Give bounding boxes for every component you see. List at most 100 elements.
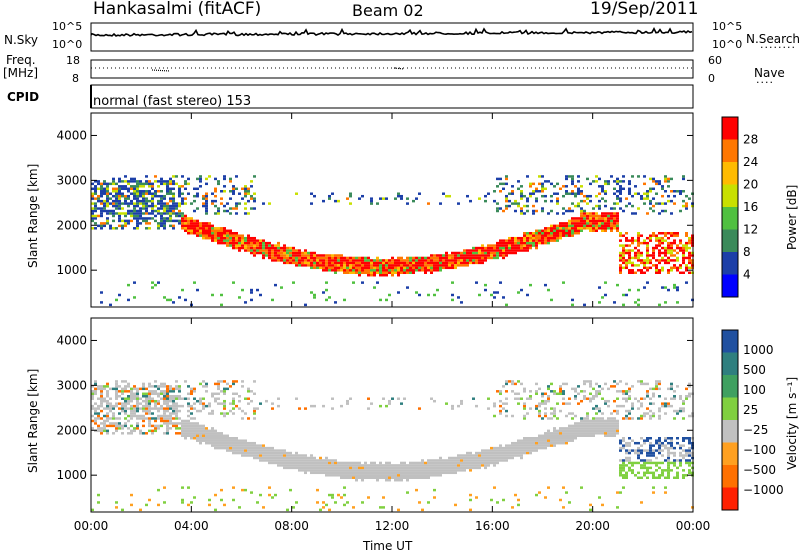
data-cell [436, 254, 439, 257]
data-cell [376, 478, 379, 482]
data-cell [136, 214, 139, 218]
data-cell [658, 441, 661, 445]
data-cell [163, 412, 166, 415]
data-cell [541, 437, 544, 440]
data-cell [376, 466, 379, 470]
data-cell [643, 266, 646, 270]
data-cell [502, 182, 505, 186]
data-cell [679, 409, 682, 413]
data-cell [178, 296, 181, 299]
data-cell [103, 199, 106, 203]
data-cell [463, 464, 466, 467]
data-cell [424, 476, 427, 479]
data-cell [589, 419, 592, 423]
data-cell [535, 444, 538, 447]
data-cell [220, 444, 223, 447]
data-cell [115, 197, 118, 200]
data-cell [115, 395, 118, 398]
data-cell [274, 283, 277, 287]
data-cell [232, 412, 235, 415]
data-cell [571, 429, 574, 433]
data-cell [574, 194, 577, 198]
data-cell [232, 192, 235, 195]
data-cell [226, 244, 229, 247]
data-cell [688, 256, 691, 260]
data-cell [631, 449, 634, 452]
data-cell [187, 192, 190, 195]
data-cell [295, 261, 298, 265]
data-cell [250, 185, 253, 188]
data-cell [235, 380, 238, 383]
data-cell [331, 259, 334, 262]
data-cell [427, 469, 430, 472]
data-cell [274, 259, 277, 262]
data-cell [565, 402, 568, 405]
data-cell [112, 407, 115, 410]
data-cell [178, 209, 181, 213]
data-cell [241, 488, 244, 492]
data-cell [397, 291, 400, 294]
data-cell [655, 441, 658, 445]
data-cell [196, 424, 199, 428]
data-cell [658, 474, 661, 477]
data-cell [664, 469, 667, 472]
data-cell [184, 229, 187, 233]
data-cell [622, 486, 625, 489]
data-cell [229, 244, 232, 247]
data-cell [547, 229, 550, 233]
data-cell [184, 432, 187, 435]
data-cell [175, 422, 178, 425]
data-cell [460, 261, 463, 265]
data-cell [442, 466, 445, 470]
data-cell [625, 239, 628, 242]
data-cell [172, 404, 175, 408]
data-cell [265, 399, 268, 403]
data-cell [577, 202, 580, 205]
data-cell [445, 469, 448, 472]
data-cell [685, 244, 688, 247]
data-cell [229, 207, 232, 210]
data-cell [628, 249, 631, 252]
data-cell [649, 441, 652, 445]
data-cell [679, 446, 682, 450]
data-cell [217, 241, 220, 245]
data-cell [133, 197, 136, 200]
data-cell [205, 229, 208, 233]
data-cell [508, 446, 511, 450]
data-cell [130, 392, 133, 396]
data-cell [292, 281, 295, 284]
data-cell [619, 471, 622, 475]
data-cell [283, 256, 286, 260]
data-cell [571, 234, 574, 237]
data-cell [154, 209, 157, 213]
data-cell [328, 474, 331, 477]
data-cell [121, 212, 124, 215]
data-cell [340, 254, 343, 257]
data-cell [232, 382, 235, 386]
data-cell [223, 404, 226, 408]
data-cell [616, 229, 619, 233]
data-cell [541, 236, 544, 240]
data-cell [601, 503, 604, 507]
data-cell [622, 392, 625, 396]
data-cell [628, 271, 631, 274]
data-cell [607, 404, 610, 408]
data-cell [211, 441, 214, 445]
data-cell [211, 232, 214, 235]
data-cell [277, 397, 280, 400]
data-cell [589, 429, 592, 433]
data-cell [145, 217, 148, 220]
data-cell [118, 395, 121, 398]
data-cell [667, 194, 670, 198]
data-cell [253, 241, 256, 245]
data-cell [511, 241, 514, 245]
data-cell [154, 390, 157, 393]
data-cell [670, 269, 673, 272]
data-cell [601, 224, 604, 228]
data-cell [292, 464, 295, 467]
data-cell [235, 451, 238, 455]
data-cell [400, 466, 403, 470]
data-cell [451, 259, 454, 262]
data-cell [532, 446, 535, 450]
data-cell [337, 464, 340, 467]
